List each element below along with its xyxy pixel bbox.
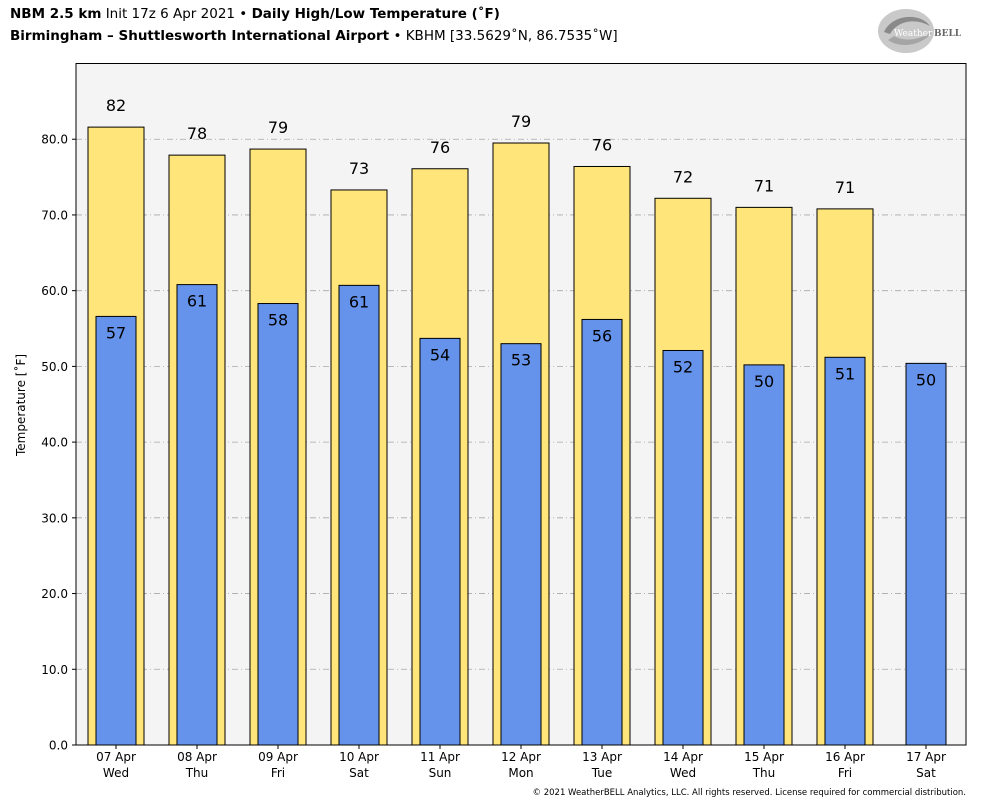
title-bullet-2: • [393,28,402,44]
value-labels: 82 57 78 61 79 58 73 61 76 54 79 53 76 56 72 52 71 50 71 51… [106,96,936,391]
x-tick-weekday: Fri [271,766,285,780]
x-tick-weekday: Thu [185,766,209,780]
high-temp-label: 82 [106,96,126,115]
y-tick-label: 10.0 [41,663,68,677]
low-temp-bar [743,364,785,746]
low-temp-bar [95,315,137,746]
copyright-notice: © 2021 WeatherBELL Analytics, LLC. All r… [532,788,966,798]
x-tick-date: 12 Apr [501,750,541,764]
x-tick-weekday: Sat [349,766,369,780]
low-temp-label: 58 [268,311,288,330]
weatherbell-logo: Weather BELL [878,9,962,53]
y-tick-label: 0.0 [49,739,68,753]
low-temp-bar [581,318,623,746]
high-temp-label: 79 [511,112,531,131]
low-temp-label: 56 [592,326,612,345]
x-tick-date: 09 Apr [258,750,298,764]
low-temp-bar [419,337,461,746]
low-temp-label: 54 [430,345,450,364]
x-tick-date: 10 Apr [339,750,379,764]
low-temp-label: 53 [511,351,531,370]
product-title: Daily High/Low Temperature (˚F) [251,6,500,22]
high-temp-label: 72 [673,167,693,186]
chart-title-line-2: Birmingham – Shuttlesworth International… [10,28,618,44]
x-tick-weekday: Thu [752,766,776,780]
low-temperature-bars [95,284,947,746]
y-tick-label: 50.0 [41,360,68,374]
y-axis-ticks: 0.0 10.0 20.0 30.0 40.0 50.0 60.0 70.0 80.0 [41,133,76,753]
x-tick-weekday: Fri [838,766,852,780]
chart-title-line-1: NBM 2.5 km Init 17z 6 Apr 2021 • Daily H… [10,6,500,22]
model-name: NBM 2.5 km [10,6,102,22]
high-temp-label: 76 [592,135,612,154]
low-temp-label: 57 [106,323,126,342]
x-tick-date: 16 Apr [825,750,865,764]
x-tick-weekday: Sat [916,766,936,780]
x-tick-date: 17 Apr [906,750,946,764]
x-tick-date: 07 Apr [96,750,136,764]
low-temp-bar [500,343,542,746]
high-temp-label: 79 [268,118,288,137]
high-temp-label: 71 [835,178,855,197]
x-tick-date: 08 Apr [177,750,217,764]
y-tick-label: 60.0 [41,284,68,298]
x-tick-weekday: Sun [429,766,452,780]
low-temp-label: 50 [754,372,774,391]
low-temp-label: 50 [916,370,936,389]
low-temp-bar [824,356,866,746]
high-temp-label: 76 [430,138,450,157]
y-tick-label: 20.0 [41,587,68,601]
y-tick-label: 80.0 [41,133,68,147]
x-tick-weekday: Tue [591,766,613,780]
title-bullet: • [239,6,248,22]
y-tick-label: 30.0 [41,511,68,525]
x-tick-date: 15 Apr [744,750,784,764]
high-temp-label: 73 [349,159,369,178]
low-temp-label: 51 [835,364,855,383]
x-tick-date: 13 Apr [582,750,622,764]
y-tick-label: 70.0 [41,208,68,222]
x-tick-weekday: Mon [508,766,533,780]
low-temp-label: 52 [673,357,693,376]
logo-text-bell: BELL [934,29,962,39]
low-temp-bar [176,284,218,746]
y-axis-label: Temperature [˚F] [13,354,28,457]
init-time: Init 17z 6 Apr 2021 [105,6,235,22]
x-tick-date: 14 Apr [663,750,703,764]
x-axis-ticks: 07 Apr Wed 08 Apr Thu 09 Apr Fri 10 Apr Sat 11 A… [96,745,946,780]
y-tick-label: 40.0 [41,436,68,450]
low-temp-bar [338,284,380,746]
high-temp-label: 71 [754,176,774,195]
x-tick-date: 11 Apr [420,750,460,764]
low-temp-bar [662,349,704,746]
x-tick-weekday: Wed [103,766,129,780]
station-name: Birmingham – Shuttlesworth International… [10,28,390,44]
low-temp-label: 61 [349,292,369,311]
low-temp-bar [257,303,299,746]
logo-text-weather: Weather [894,29,933,39]
x-tick-weekday: Wed [670,766,696,780]
low-temp-bar [905,362,947,746]
low-temp-label: 61 [187,292,207,311]
high-temp-label: 78 [187,124,207,143]
station-info: KBHM [33.5629˚N, 86.7535˚W] [405,28,618,44]
